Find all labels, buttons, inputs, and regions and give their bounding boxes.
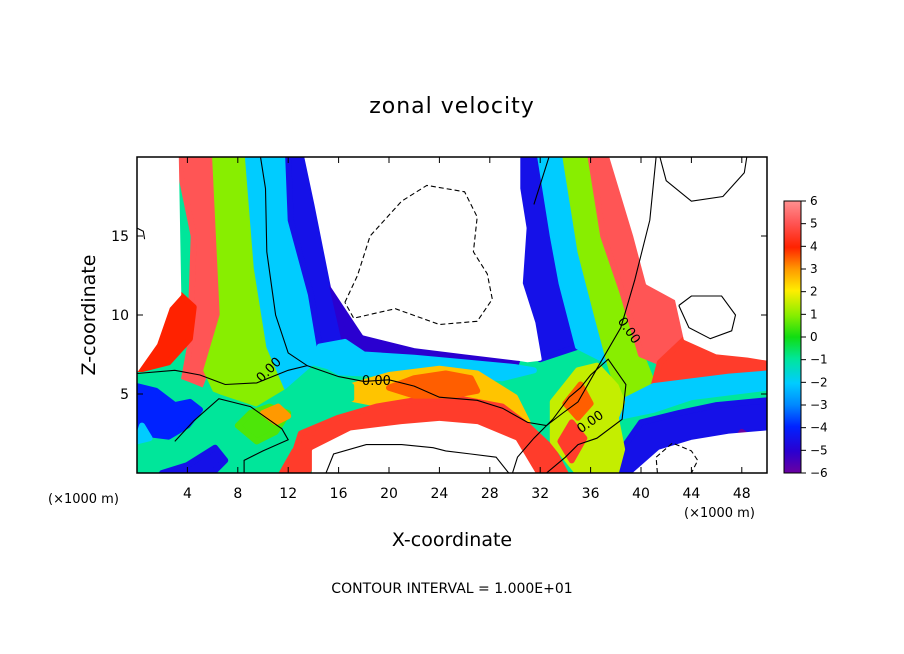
velocity-field: [137, 157, 767, 473]
x-tick-label: 4: [183, 486, 192, 502]
colorbar-ticks: 6 5 4 3 2 1 0 −1 −2 −3 −4 −5 −6: [801, 194, 828, 480]
x-tick-label: 48: [733, 486, 751, 502]
x-tick-label: 24: [430, 486, 448, 502]
y-axis-ticks: 5 10 15: [111, 229, 767, 403]
x-tick-label: 20: [380, 486, 398, 502]
colorbar-tick-label: 6: [810, 194, 818, 208]
region-mid-orange-patch: [386, 370, 481, 399]
y-tick-label: 10: [111, 308, 129, 324]
colorbar-tick-label: 1: [810, 307, 818, 321]
region-left-lower-red: [278, 435, 323, 473]
colorbar-tick-label: 4: [810, 239, 818, 253]
contour-zero-contour-right: [533, 157, 550, 205]
x-tick-label: 8: [233, 486, 242, 502]
colorbar-tick-label: −6: [810, 466, 828, 480]
white-lower-mid-white: [311, 420, 536, 473]
colorbar-tick-label: 5: [810, 217, 818, 231]
contour-pos-contour-lower-mid: [325, 444, 510, 473]
x-axis-label: X-coordinate: [392, 529, 512, 551]
x-tick-label: 12: [279, 486, 297, 502]
contour-pos-contour-top-right: [659, 157, 748, 202]
contour-zero-contour-left-lower: [174, 398, 289, 473]
y-tick-label: 5: [120, 387, 129, 403]
x-axis-ticks: 4 8 12 16 20 24 28 32 36 40 44 48: [183, 157, 751, 502]
x-tick-label: 44: [682, 486, 700, 502]
contour-zero-contour-mid: [306, 157, 657, 427]
contour-pos-contour-left-edge: [137, 227, 146, 240]
contour-interval-note: CONTOUR INTERVAL = 1.000E+01: [331, 581, 572, 597]
white-upper-left-white: [137, 157, 182, 372]
contour-zero-contour-left: [137, 157, 309, 386]
y-tick-label: 15: [111, 229, 129, 245]
region-left-lower-blue-2: [159, 444, 229, 473]
colorbar-tick-label: −2: [810, 375, 828, 389]
colorbar-tick-label: −5: [810, 443, 828, 457]
contour-lines: [137, 157, 748, 473]
x-tick-label: 36: [582, 486, 600, 502]
x-tick-label: 28: [481, 486, 499, 502]
colorbar-tick-label: 3: [810, 262, 818, 276]
white-upper-mid-white: [304, 157, 542, 363]
contour-zero-contour-center: [511, 358, 627, 473]
region-left-edge-cyan: [137, 422, 153, 445]
contour-pos-contour-right-ellipse: [678, 295, 737, 340]
colorbar-tick-label: 2: [810, 285, 818, 299]
y-axis-label: Z-coordinate: [78, 255, 100, 376]
x-unit-label: (×1000 m): [684, 506, 755, 521]
z-unit-label: (×1000 m): [48, 492, 119, 507]
x-tick-label: 40: [632, 486, 650, 502]
colorbar: [783, 200, 802, 474]
contour-neg-contour-top: [344, 184, 493, 326]
white-lower-right-white: [633, 430, 767, 473]
region-right-lower-cyan: [612, 370, 767, 421]
region-left-lower-yellow: [260, 403, 292, 426]
contour-label: 0.00: [362, 374, 391, 389]
colorbar-tick-label: 0: [810, 330, 818, 344]
white-upper-right-white: [609, 157, 767, 361]
x-tick-label: 16: [330, 486, 348, 502]
colorbar-tick-label: −1: [810, 353, 828, 367]
colorbar-tick-label: −4: [810, 421, 828, 435]
chart-title: zonal velocity: [369, 94, 535, 119]
x-tick-label: 32: [531, 486, 549, 502]
colorbar-tick-label: −3: [810, 398, 828, 412]
